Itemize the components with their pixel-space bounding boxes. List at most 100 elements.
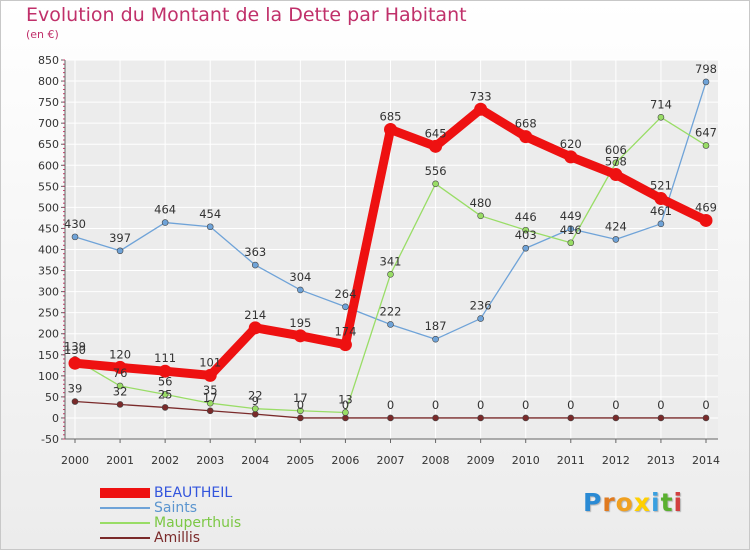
data-label-saints: 397 — [109, 231, 131, 245]
y-tick-label: 300 — [38, 286, 59, 299]
data-label-beautheil: 668 — [515, 117, 537, 131]
data-point-beautheil — [429, 139, 443, 153]
data-point-saints — [297, 286, 304, 294]
legend-label: Saints — [154, 500, 198, 516]
logo-letter: i — [673, 488, 684, 517]
data-label-saints: 403 — [515, 228, 537, 242]
data-point-beautheil — [338, 338, 352, 352]
legend-swatch — [100, 507, 150, 509]
data-label-saints: 454 — [199, 207, 221, 221]
data-label-amillis: 25 — [158, 387, 173, 401]
data-label-amillis: 39 — [68, 382, 83, 396]
x-tick-label: 2002 — [151, 454, 179, 467]
x-tick-label: 2001 — [106, 454, 134, 467]
logo-letter: i — [651, 488, 661, 517]
data-label-amillis: 0 — [702, 398, 709, 412]
data-point-beautheil — [384, 122, 397, 136]
legend-swatch — [100, 537, 150, 539]
data-label-amillis: 0 — [567, 398, 574, 412]
data-label-mauperthuis: 416 — [560, 223, 582, 237]
data-label-beautheil: 685 — [380, 109, 402, 123]
data-point-beautheil — [293, 329, 307, 343]
data-label-mauperthuis: 341 — [380, 254, 402, 268]
data-label-mauperthuis: 480 — [470, 196, 492, 210]
x-tick-label: 2011 — [557, 454, 585, 467]
data-point-mauperthuis — [251, 405, 259, 412]
legend-item: Mauperthuis — [100, 516, 241, 530]
data-label-amillis: 0 — [522, 398, 529, 412]
data-point-mauperthuis — [387, 271, 394, 278]
data-point-beautheil — [158, 364, 172, 378]
chart-subtitle: (en €) — [26, 28, 59, 41]
data-point-beautheil — [519, 130, 533, 144]
data-point-beautheil — [203, 368, 217, 382]
legend-label: BEAUTHEIL — [154, 485, 233, 501]
data-point-amillis — [161, 404, 169, 411]
x-tick-label: 2013 — [647, 454, 675, 467]
data-point-saints — [702, 78, 710, 86]
legend-swatch — [100, 488, 150, 498]
data-label-mauperthuis: 139 — [64, 339, 86, 353]
data-point-amillis — [251, 410, 259, 418]
data-label-amillis: 0 — [432, 398, 439, 412]
data-point-beautheil — [113, 360, 127, 374]
data-label-amillis: 0 — [342, 398, 349, 412]
data-label-amillis: 32 — [113, 384, 128, 398]
data-point-amillis — [612, 414, 620, 422]
data-label-saints: 187 — [425, 319, 447, 333]
data-label-saints: 461 — [650, 204, 672, 218]
data-point-mauperthuis — [116, 382, 124, 390]
x-tick-label: 2014 — [692, 454, 720, 467]
legend-item: Saints — [100, 501, 197, 515]
data-point-saints — [251, 261, 259, 269]
data-point-mauperthuis — [342, 409, 349, 416]
y-tick-label: 350 — [38, 265, 59, 278]
data-label-beautheil: 101 — [199, 355, 221, 369]
x-tick-label: 2006 — [331, 454, 359, 467]
data-label-mauperthuis: 647 — [695, 125, 717, 139]
data-point-amillis — [432, 414, 439, 422]
data-label-mauperthuis: 714 — [650, 97, 672, 111]
data-point-beautheil — [248, 321, 262, 335]
data-label-amillis: 0 — [657, 398, 664, 412]
data-point-amillis — [206, 407, 214, 415]
data-point-mauperthuis — [297, 407, 304, 415]
y-tick-label: 200 — [38, 328, 59, 341]
data-label-beautheil: 645 — [425, 126, 447, 140]
data-label-mauperthuis: 35 — [203, 383, 218, 397]
data-label-mauperthuis: 606 — [605, 143, 627, 157]
data-label-amillis: 17 — [203, 391, 218, 405]
data-point-beautheil — [564, 150, 578, 164]
data-label-saints: 464 — [154, 203, 176, 217]
legend-item: BEAUTHEIL — [100, 486, 232, 500]
data-label-saints: 304 — [289, 270, 311, 284]
data-label-saints: 798 — [695, 62, 717, 76]
data-point-mauperthuis — [522, 226, 530, 234]
y-tick-label: -50 — [41, 433, 59, 446]
data-label-beautheil: 120 — [109, 347, 131, 361]
data-point-saints — [206, 223, 214, 231]
data-label-beautheil: 521 — [650, 179, 672, 193]
legend-label: Amillis — [154, 530, 201, 546]
x-tick-label: 2007 — [377, 454, 405, 467]
y-tick-label: 750 — [38, 96, 59, 109]
x-tick-label: 2003 — [196, 454, 224, 467]
y-tick-label: 800 — [38, 75, 59, 88]
data-label-saints: 424 — [605, 219, 627, 233]
x-tick-label: 2010 — [512, 454, 540, 467]
data-label-beautheil: 578 — [605, 155, 627, 169]
data-point-saints — [477, 315, 484, 322]
data-label-beautheil: 130 — [64, 343, 86, 357]
logo-letter: x — [633, 488, 651, 517]
y-tick-label: 650 — [38, 138, 59, 151]
legend-swatch — [100, 522, 150, 524]
data-point-mauperthuis — [567, 239, 575, 247]
data-point-amillis — [342, 414, 349, 422]
data-label-mauperthuis: 17 — [293, 391, 308, 405]
y-tick-label: 250 — [38, 307, 59, 320]
y-tick-label: 850 — [38, 54, 59, 67]
legend-item: Amillis — [100, 531, 200, 545]
data-label-saints: 430 — [64, 217, 86, 231]
data-label-mauperthuis: 446 — [515, 210, 537, 224]
y-tick-label: 450 — [38, 222, 59, 235]
